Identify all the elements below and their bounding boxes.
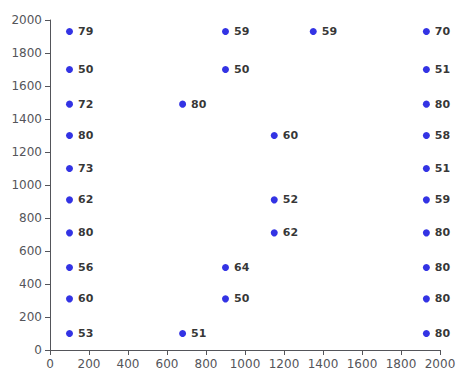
svg-text:59: 59 — [234, 25, 249, 38]
svg-text:1800: 1800 — [386, 357, 417, 371]
svg-text:0: 0 — [46, 357, 54, 371]
svg-text:62: 62 — [78, 193, 93, 206]
svg-text:51: 51 — [435, 63, 450, 76]
svg-text:59: 59 — [435, 193, 450, 206]
svg-text:60: 60 — [78, 292, 94, 305]
svg-text:800: 800 — [195, 357, 218, 371]
svg-text:80: 80 — [435, 226, 451, 239]
svg-text:400: 400 — [19, 277, 42, 291]
svg-text:1800: 1800 — [11, 46, 42, 60]
svg-text:60: 60 — [283, 129, 299, 142]
svg-text:72: 72 — [78, 98, 93, 111]
svg-text:1600: 1600 — [11, 79, 42, 93]
svg-text:52: 52 — [283, 193, 298, 206]
svg-text:1400: 1400 — [11, 112, 42, 126]
svg-text:1200: 1200 — [269, 357, 300, 371]
svg-text:58: 58 — [435, 129, 450, 142]
svg-text:80: 80 — [191, 98, 207, 111]
svg-text:80: 80 — [78, 129, 94, 142]
svg-text:1400: 1400 — [308, 357, 339, 371]
svg-text:70: 70 — [435, 25, 451, 38]
svg-text:2000: 2000 — [425, 357, 456, 371]
svg-text:59: 59 — [322, 25, 337, 38]
svg-text:51: 51 — [191, 327, 206, 340]
svg-text:51: 51 — [435, 162, 450, 175]
svg-text:79: 79 — [78, 25, 93, 38]
svg-text:1000: 1000 — [11, 178, 42, 192]
svg-text:200: 200 — [19, 310, 42, 324]
svg-text:600: 600 — [19, 244, 42, 258]
svg-text:200: 200 — [78, 357, 101, 371]
svg-text:80: 80 — [78, 226, 94, 239]
svg-text:600: 600 — [156, 357, 179, 371]
svg-text:2000: 2000 — [11, 13, 42, 27]
svg-text:0: 0 — [34, 343, 42, 357]
svg-text:62: 62 — [283, 226, 298, 239]
svg-text:50: 50 — [78, 63, 94, 76]
svg-text:400: 400 — [117, 357, 140, 371]
svg-text:50: 50 — [234, 292, 250, 305]
svg-text:1600: 1600 — [347, 357, 378, 371]
svg-text:80: 80 — [435, 292, 451, 305]
svg-text:64: 64 — [234, 261, 250, 274]
svg-text:50: 50 — [234, 63, 250, 76]
svg-text:56: 56 — [78, 261, 94, 274]
svg-text:53: 53 — [78, 327, 93, 340]
svg-text:800: 800 — [19, 211, 42, 225]
svg-text:73: 73 — [78, 162, 93, 175]
svg-text:80: 80 — [435, 327, 451, 340]
svg-text:80: 80 — [435, 261, 451, 274]
svg-text:1000: 1000 — [230, 357, 261, 371]
svg-text:1200: 1200 — [11, 145, 42, 159]
svg-text:80: 80 — [435, 98, 451, 111]
